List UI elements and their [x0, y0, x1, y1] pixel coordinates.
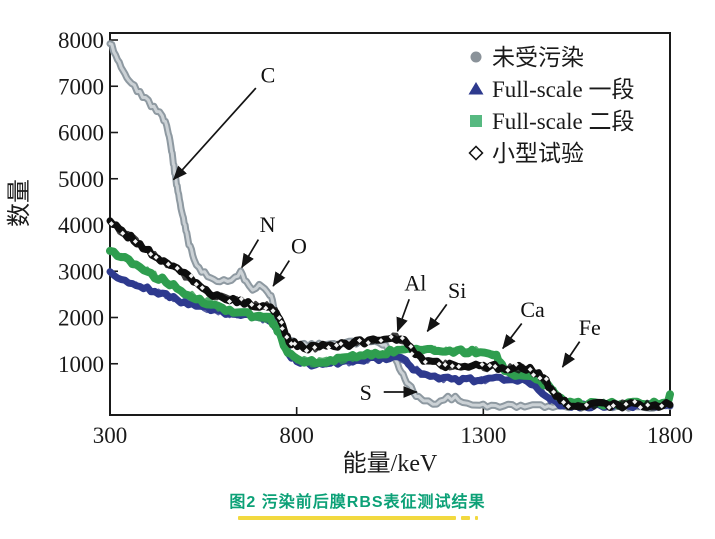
annotation-Fe: Fe: [561, 315, 601, 368]
annotation-label: Fe: [579, 315, 601, 340]
y-tick-label: 2000: [58, 306, 104, 331]
annotation-label: Si: [448, 278, 466, 303]
annotation-Ca: Ca: [502, 297, 545, 350]
diamond-speckle: [565, 403, 571, 409]
diamond-speckle: [530, 372, 537, 378]
series-line-rough: [108, 218, 671, 411]
y-tick-label: 3000: [58, 259, 104, 284]
diamond-speckle: [513, 361, 519, 367]
y-axis-title: 数量: [6, 179, 33, 227]
diamond-speckle: [551, 389, 557, 395]
diamond-speckle: [632, 399, 638, 405]
legend-item-1: 未受污染: [470, 45, 584, 70]
annotation-arrow: [272, 260, 290, 287]
x-tick-label: 1800: [647, 423, 693, 448]
rbs-spectrum-chart: 300 800 1300 1800 1000 2000 3000 4000 5000 6000 70…: [6, 28, 693, 477]
legend-diamond-marker: [468, 145, 484, 161]
figure-caption-block: 图2 污染前后膜RBS表征测试结果: [0, 488, 715, 520]
y-tick-label: 7000: [58, 74, 104, 99]
legend-square-marker: [470, 115, 482, 127]
caption-underline: [237, 516, 478, 520]
diamond-speckle: [527, 366, 533, 372]
series-line-core: [108, 42, 672, 410]
series-circle: [106, 40, 674, 412]
annotation-Si: Si: [426, 278, 466, 333]
figure-caption: 图2 污染前后膜RBS表征测试结果: [229, 494, 486, 511]
annotation-arrow: [561, 341, 581, 368]
y-tick-label: 6000: [58, 121, 104, 146]
x-axis-title: 能量/keV: [343, 450, 438, 477]
y-tick-label: 5000: [58, 167, 104, 192]
annotation-C: C: [172, 63, 276, 181]
diamond-speckle: [543, 376, 549, 382]
x-tick-label: 800: [279, 423, 314, 448]
diamond-speckle: [610, 403, 616, 409]
legend-item-3: Full-scale 二段: [470, 109, 634, 134]
y-tick-label: 1000: [58, 352, 104, 377]
annotation-label: S: [360, 380, 372, 405]
x-tick-label: 1300: [460, 423, 506, 448]
diamond-speckle: [537, 375, 543, 381]
series-open-diamond: [106, 217, 674, 412]
x-tick-label: 300: [93, 423, 128, 448]
legend-label: 小型试验: [492, 141, 584, 166]
annotation-arrow: [426, 303, 448, 333]
legend-item-2: Full-scale 一段: [468, 77, 634, 102]
diamond-speckle: [659, 403, 665, 409]
annotation-label: C: [261, 63, 276, 88]
annotation-arrow: [241, 239, 260, 269]
diamond-speckle: [645, 402, 651, 408]
annotation-label: Al: [404, 270, 426, 295]
legend-circle-marker: [470, 51, 482, 63]
legend-label: 未受污染: [492, 45, 584, 70]
annotation-label: O: [291, 233, 307, 258]
diamond-speckle: [623, 401, 629, 407]
legend-triangle-marker: [468, 82, 484, 95]
annotation-arrow: [396, 298, 411, 333]
y-tick-label: 8000: [58, 28, 104, 53]
annotation-label: Ca: [520, 297, 545, 322]
diamond-speckle: [606, 404, 612, 410]
y-axis: 1000 2000 3000 4000 5000 6000 7000 8000: [58, 28, 118, 377]
diamond-speckle: [637, 404, 643, 410]
caption-underline-dot: [474, 516, 478, 520]
diamond-speckle: [583, 402, 590, 408]
annotation-O: O: [272, 233, 307, 287]
x-axis: 300 800 1300 1800: [93, 407, 693, 448]
annotation-Al: Al: [396, 270, 426, 333]
caption-underline-dash: [460, 516, 470, 520]
annotation-label: N: [260, 212, 276, 237]
y-tick-label: 4000: [58, 213, 104, 238]
caption-underline-bar: [237, 516, 456, 520]
diamond-speckle: [561, 399, 567, 405]
legend-label: Full-scale 二段: [492, 109, 634, 134]
annotation-arrow: [502, 322, 523, 350]
annotation-arrow: [172, 87, 257, 181]
legend-item-4: 小型试验: [468, 141, 584, 166]
annotation-N: N: [241, 212, 276, 269]
legend-label: Full-scale 一段: [492, 77, 634, 102]
annotation-S: S: [360, 380, 418, 405]
